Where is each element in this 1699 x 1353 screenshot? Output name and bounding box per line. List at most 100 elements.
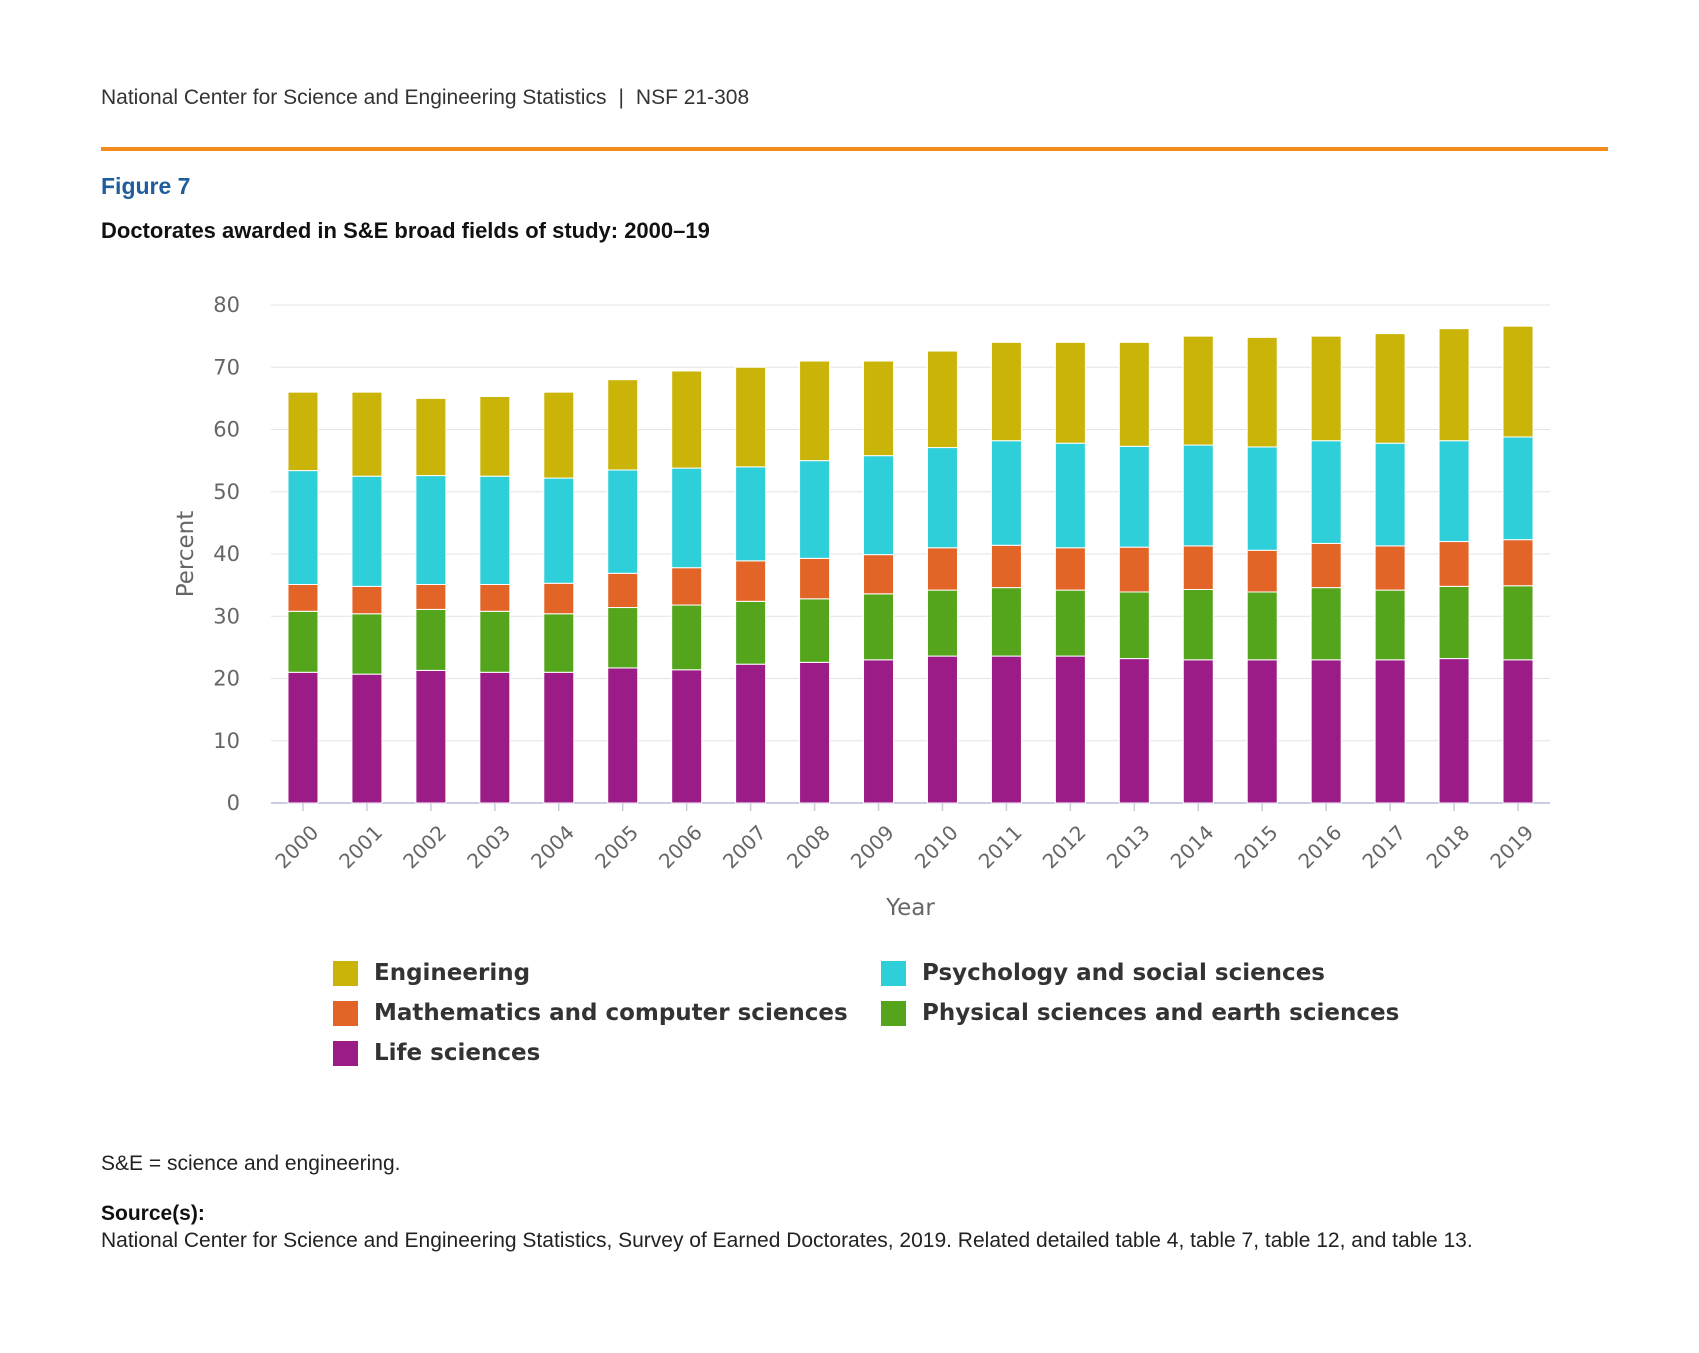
bar-segment [671, 567, 703, 606]
bar-segment [607, 667, 639, 804]
bar-segment [543, 477, 575, 584]
bar-segment [671, 669, 703, 804]
legend-item[interactable]: Mathematics and computer sciences [333, 1000, 848, 1026]
bar-segment [799, 460, 831, 559]
bar-segment [607, 607, 639, 669]
y-tick-label: 0 [227, 791, 240, 815]
x-tick-label: 2019 [1485, 820, 1538, 873]
bar-segment [1502, 436, 1534, 541]
bar-segment [735, 663, 767, 804]
source-text: National Center for Science and Engineer… [101, 1229, 1473, 1252]
bar-segment [863, 554, 895, 595]
y-tick-label: 10 [213, 729, 240, 753]
bar-segment [1054, 655, 1086, 804]
x-tick-label: 2002 [398, 820, 451, 873]
bar-segment [1054, 341, 1086, 444]
bar-segment [1182, 588, 1214, 661]
legend-item[interactable]: Psychology and social sciences [881, 960, 1325, 986]
x-tick-label: 2015 [1230, 820, 1283, 873]
bar-segment [1310, 587, 1342, 661]
bar-segment [1438, 440, 1470, 543]
bar-segment [990, 655, 1022, 804]
bar-segment [1054, 589, 1086, 657]
bar-segment [735, 366, 767, 468]
bar-segment [479, 475, 511, 586]
y-tick-label: 70 [213, 355, 240, 379]
x-tick-label: 2018 [1421, 820, 1474, 873]
header-rule [101, 147, 1608, 151]
x-tick-label: 2000 [270, 820, 323, 873]
bar-segment [543, 671, 575, 804]
x-tick-label: 2005 [590, 820, 643, 873]
source-label: Source(s): [101, 1202, 205, 1225]
bar-segment [1246, 549, 1278, 593]
bar-segment [990, 440, 1022, 546]
bar-segment [351, 585, 383, 615]
x-tick-label: 2012 [1038, 820, 1091, 873]
legend-label: Mathematics and computer sciences [374, 1000, 848, 1026]
bar-segment [735, 560, 767, 602]
bar-segment [607, 469, 639, 574]
org-name: National Center for Science and Engineer… [101, 86, 607, 109]
bar-segment [287, 610, 319, 673]
bar-segment [990, 341, 1022, 442]
y-tick-label: 80 [213, 293, 240, 317]
figure-label: Figure 7 [101, 173, 191, 199]
bar-segment [1502, 539, 1534, 587]
bar-segment [926, 350, 958, 449]
bar-segment [607, 572, 639, 609]
bar-segment [926, 447, 958, 549]
page-header: National Center for Science and Engineer… [101, 86, 749, 110]
legend-item[interactable]: Life sciences [333, 1040, 540, 1066]
bar-segment [543, 582, 575, 615]
legend-label: Psychology and social sciences [922, 960, 1325, 986]
bar-segment [735, 600, 767, 665]
legend-swatch [881, 960, 906, 986]
bar-segment [1310, 542, 1342, 589]
bar-segment [1310, 659, 1342, 804]
x-tick-label: 2007 [718, 820, 771, 873]
x-tick-label: 2014 [1166, 820, 1219, 873]
x-tick-label: 2016 [1293, 820, 1346, 873]
bar-segment [1374, 659, 1406, 804]
x-axis-title: Year [885, 895, 935, 921]
bar-segment [351, 475, 383, 587]
bar-segment [863, 593, 895, 661]
bar-segment [1182, 444, 1214, 547]
legend-item[interactable]: Engineering [333, 960, 530, 986]
bar-segment [926, 547, 958, 591]
bar-segment [1118, 546, 1150, 593]
bar-segment [1502, 585, 1534, 661]
x-tick-label: 2010 [910, 820, 963, 873]
x-tick-label: 2008 [782, 820, 835, 873]
bar-segment [990, 587, 1022, 657]
x-tick-label: 2001 [334, 820, 387, 873]
legend-swatch [333, 1000, 358, 1026]
bar-segment [1374, 545, 1406, 591]
bar-segment [543, 613, 575, 673]
bar-segment [415, 608, 447, 671]
x-tick-label: 2013 [1102, 820, 1155, 873]
legend-item[interactable]: Physical sciences and earth sciences [881, 1000, 1399, 1026]
y-tick-label: 30 [213, 604, 240, 628]
bar-segment [1310, 335, 1342, 442]
bar-segment [799, 661, 831, 804]
bar-segment [415, 584, 447, 610]
bar-segment [1502, 659, 1534, 804]
bar-segment [1182, 335, 1214, 446]
bar-segment [926, 589, 958, 657]
legend-label: Physical sciences and earth sciences [922, 1000, 1400, 1026]
bar-segment [1118, 658, 1150, 804]
y-tick-label: 40 [213, 542, 240, 566]
bar-segment [1438, 328, 1470, 442]
bar-segment [287, 671, 319, 804]
x-tick-label: 2017 [1357, 820, 1410, 873]
bar-segment [671, 370, 703, 469]
bar-segment [287, 391, 319, 472]
bar-segment [735, 466, 767, 562]
bar-segment [799, 360, 831, 462]
y-tick-label: 20 [213, 667, 240, 691]
x-tick-label: 2006 [654, 820, 707, 873]
x-tick-label: 2004 [526, 820, 579, 873]
